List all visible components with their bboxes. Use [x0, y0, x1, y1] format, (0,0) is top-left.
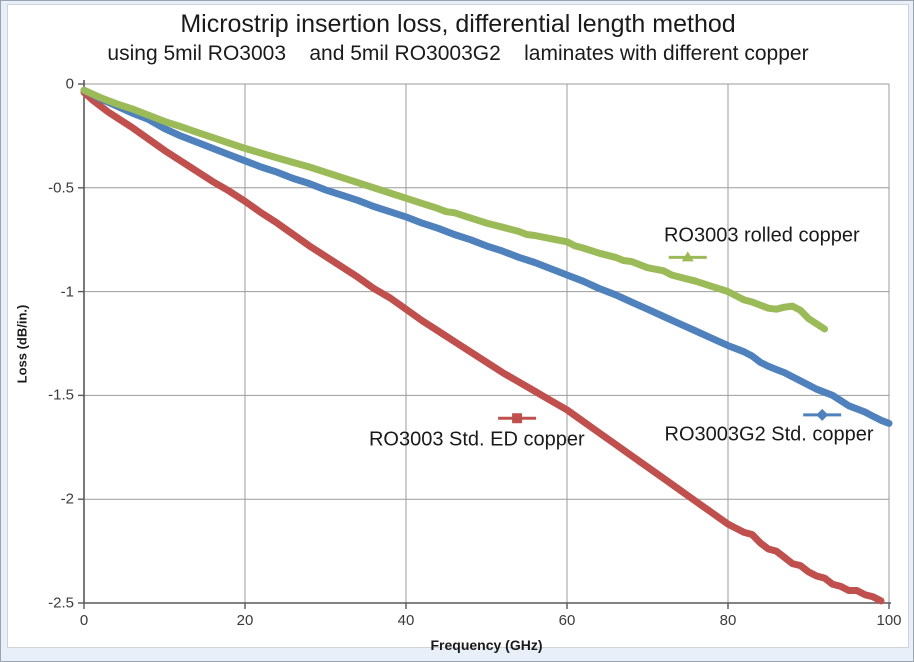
series-label-ro3003-std-ed-copper: RO3003 Std. ED copper [368, 428, 585, 451]
y-tick-label: -1.5 [48, 386, 74, 404]
x-tick-label: 40 [397, 612, 415, 629]
x-axis-label: Frequency (GHz) [430, 637, 543, 653]
series-label-ro3003g2-std-copper: RO3003G2 Std. copper [664, 423, 874, 446]
y-axis-label: Loss (dB/in.) [14, 304, 30, 383]
plot-canvas [78, 80, 893, 609]
series-line-ro3003-std-ed-copper [80, 88, 885, 605]
x-tick-label: 0 [79, 612, 89, 629]
y-tick-label: 0 [65, 75, 74, 93]
legend-marker-triangle-icon [681, 251, 694, 262]
y-tick-label: -0.5 [48, 179, 74, 197]
legend-marker-diamond-icon [816, 408, 829, 421]
chart-title: Microstrip insertion loss, differential … [180, 10, 736, 38]
y-tick-label: -1 [60, 283, 74, 301]
chart-subtitle: using 5mil RO3003 and 5mil RO3003G2 lami… [107, 42, 809, 65]
series-line-ro3003-rolled-copper [80, 86, 829, 333]
x-tick-label: 80 [719, 612, 737, 629]
chart-area: Microstrip insertion loss, differential … [7, 4, 909, 653]
legend-marker-square-icon [512, 413, 523, 424]
series-line-ro3003g2-std-copper [80, 86, 893, 427]
x-tick-label: 60 [558, 612, 576, 629]
x-tick-label: 20 [236, 612, 254, 629]
series-label-ro3003-rolled-copper: RO3003 rolled copper [663, 224, 860, 247]
y-tick-label: -2.5 [48, 594, 74, 612]
x-tick-label: 100 [876, 612, 902, 629]
y-tick-label: -2 [60, 490, 74, 508]
